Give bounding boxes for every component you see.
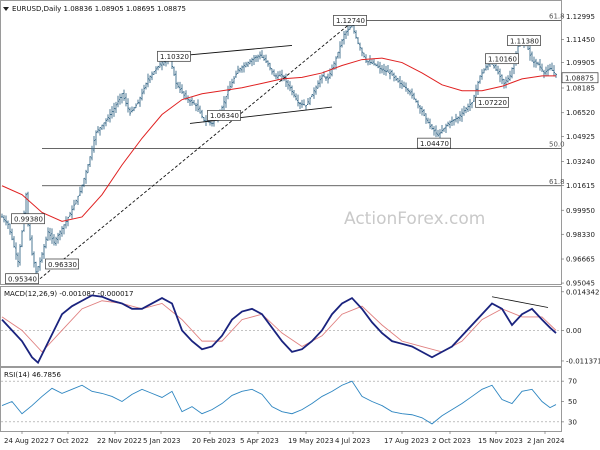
y-tick-label: 1.03240 [566, 158, 595, 166]
macd-title: MACD(12,26,9) -0.001087 -0.000017 [4, 290, 133, 298]
rsi-title: RSI(14) 46.7856 [4, 371, 61, 379]
y-tick-label: 50 [568, 398, 577, 406]
y-tick-label: 1.08185 [566, 85, 595, 93]
main-panel [0, 0, 562, 285]
y-tick-label: 0.95045 [566, 280, 595, 288]
price-annotation-label: 1.12740 [336, 17, 365, 25]
y-tick-label: 1.09905 [566, 59, 595, 67]
watermark: ActionForex.com [344, 209, 485, 229]
price-annotation-box [417, 137, 451, 149]
x-tick-label: 17 Aug 2023 [384, 437, 429, 445]
macd-line [1, 294, 557, 365]
macd-panel [0, 286, 562, 367]
x-tick-label: 4 Jul 2023 [335, 437, 370, 445]
y-tick-label: 0.96665 [566, 256, 595, 264]
moving-average-line [1, 57, 556, 222]
trendline [173, 45, 293, 57]
x-tick-label: 20 Feb 2023 [192, 437, 236, 445]
fib-level-label: 61.8 [549, 12, 565, 20]
price-annotations: 1.12740 1.10320 1.11380 1.10160 1.06340 1.072… [5, 15, 541, 285]
y-tick-label: 0.014342 [566, 288, 599, 296]
x-tick-label: 19 May 2023 [288, 437, 334, 445]
x-tick-label: 15 Nov 2023 [478, 437, 523, 445]
price-annotation-box [333, 15, 367, 26]
fib-levels: 61.8 50.0 61.8 [42, 12, 565, 187]
price-annotation-label: 1.10160 [488, 55, 517, 63]
price-annotation-box [157, 50, 191, 62]
y-tick-label: 30 [568, 418, 577, 426]
y-tick-label: 1.04925 [566, 133, 595, 141]
y-axis-main: 1.12995 1.11450 1.09905 1.08185 1.06520 1.049… [561, 13, 599, 288]
y-tick-label: 0.00 [566, 327, 582, 335]
macd-signal-line [1, 300, 557, 353]
price-annotation-box [11, 213, 45, 225]
price-annotation-box [5, 273, 39, 285]
price-annotation-box [485, 53, 519, 65]
price-annotation-label: 0.99380 [14, 216, 43, 224]
price-annotation-label: 1.06340 [210, 112, 239, 120]
fib-level-label: 50.0 [549, 141, 565, 149]
macd-divergence-line [491, 296, 549, 308]
y-tick-label: 0.98330 [566, 231, 595, 239]
fib-level-label: 61.8 [549, 178, 565, 186]
y-tick-label: 0.99950 [566, 207, 595, 215]
last-price-label: 1.08875 [565, 74, 594, 82]
x-tick-label: 2 Jan 2024 [527, 437, 565, 445]
y-tick-label: 1.01615 [566, 182, 595, 190]
last-price-box [561, 72, 599, 84]
x-tick-label: 5 Apr 2023 [240, 437, 279, 445]
price-annotation-label: 1.07220 [478, 99, 507, 107]
y-tick-label: 1.12995 [566, 13, 595, 21]
moving-average [1, 57, 556, 222]
chart-header-text: EURUSD,Daily 1.08836 1.08905 1.08695 1.0… [12, 5, 186, 13]
price-annotation-label: 1.10320 [160, 53, 189, 61]
trendline-dashed [39, 20, 355, 280]
rsi-panel [0, 367, 562, 432]
y-tick-label: 1.06520 [566, 109, 595, 117]
x-axis: 24 Aug 2022 7 Oct 2022 22 Nov 2022 5 Jan 20… [4, 431, 565, 445]
rsi-series [1, 380, 561, 425]
price-annotation-label: 0.95340 [8, 275, 37, 283]
y-tick-label: 70 [568, 378, 577, 386]
price-annotation-label: 0.96330 [48, 261, 77, 269]
price-annotation-label: 1.04470 [420, 140, 449, 148]
y-axis-macd: 0.014342 0.00 -0.011371 [561, 288, 600, 365]
x-tick-label: 5 Jan 2023 [143, 437, 181, 445]
triangle-down-icon [3, 7, 9, 11]
rsi-line [1, 380, 557, 425]
chart-header: EURUSD,Daily 1.08836 1.08905 1.08695 1.0… [3, 5, 186, 13]
y-tick-label: -0.011371 [566, 357, 600, 365]
y-axis-rsi: 70 50 30 [561, 378, 577, 426]
price-annotation-box [507, 35, 541, 46]
x-tick-label: 7 Oct 2022 [50, 437, 89, 445]
x-tick-label: 24 Aug 2022 [4, 437, 49, 445]
price-annotation-box [207, 110, 241, 121]
price-annotation-box [475, 96, 509, 108]
x-tick-label: 22 Nov 2022 [97, 437, 142, 445]
price-annotation-box [45, 258, 79, 270]
price-series [1, 19, 557, 274]
x-tick-label: 2 Oct 2023 [432, 437, 471, 445]
y-tick-label: 1.11450 [566, 36, 595, 44]
macd-series [1, 294, 561, 365]
price-annotation-label: 1.11380 [510, 37, 539, 45]
